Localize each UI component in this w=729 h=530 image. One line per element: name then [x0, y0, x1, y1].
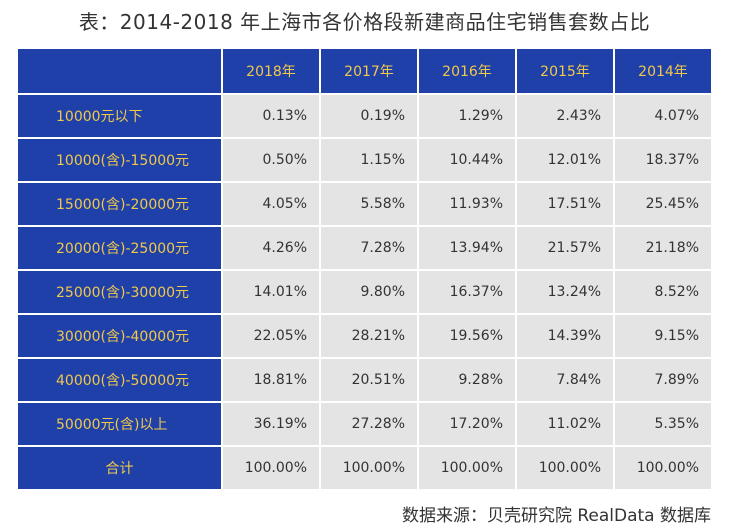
- row-label: 20000(含)-25000元: [16, 225, 223, 271]
- value-cell: 1.15%: [319, 137, 419, 183]
- table-row: 10000(含)-15000元 0.50% 1.15% 10.44% 12.01% 18.…: [16, 137, 713, 183]
- value-cell: 100.00%: [417, 445, 517, 491]
- value-cell: 17.51%: [515, 181, 615, 227]
- table-title: 表：2014-2018 年上海市各价格段新建商品住宅销售套数占比: [78, 10, 651, 34]
- value-cell: 9.15%: [613, 313, 713, 359]
- value-cell: 7.89%: [613, 357, 713, 403]
- column-header: 2015年: [515, 47, 615, 95]
- value-cell: 100.00%: [221, 445, 321, 491]
- value-cell: 4.26%: [221, 225, 321, 271]
- value-cell: 18.81%: [221, 357, 321, 403]
- value-cell: 13.94%: [417, 225, 517, 271]
- value-cell: 5.58%: [319, 181, 419, 227]
- row-label: 30000(含)-40000元: [16, 313, 223, 359]
- value-cell: 100.00%: [613, 445, 713, 491]
- value-cell: 22.05%: [221, 313, 321, 359]
- value-cell: 2.43%: [515, 93, 615, 139]
- value-cell: 100.00%: [515, 445, 615, 491]
- value-cell: 12.01%: [515, 137, 615, 183]
- corner-cell: [16, 47, 223, 95]
- row-label: 10000(含)-15000元: [16, 137, 223, 183]
- value-cell: 7.28%: [319, 225, 419, 271]
- table-row: 15000(含)-20000元 4.05% 5.58% 11.93% 17.51% 25.…: [16, 181, 713, 227]
- value-cell: 28.21%: [319, 313, 419, 359]
- value-cell: 21.18%: [613, 225, 713, 271]
- value-cell: 4.05%: [221, 181, 321, 227]
- column-header: 2018年: [221, 47, 321, 95]
- table-row: 合计 100.00% 100.00% 100.00% 100.00% 100.00%: [16, 445, 713, 491]
- value-cell: 25.45%: [613, 181, 713, 227]
- value-cell: 20.51%: [319, 357, 419, 403]
- value-cell: 5.35%: [613, 401, 713, 447]
- value-cell: 27.28%: [319, 401, 419, 447]
- value-cell: 4.07%: [613, 93, 713, 139]
- value-cell: 14.39%: [515, 313, 615, 359]
- value-cell: 10.44%: [417, 137, 517, 183]
- value-cell: 13.24%: [515, 269, 615, 315]
- value-cell: 9.28%: [417, 357, 517, 403]
- value-cell: 11.93%: [417, 181, 517, 227]
- value-cell: 21.57%: [515, 225, 615, 271]
- row-label: 25000(含)-30000元: [16, 269, 223, 315]
- value-cell: 8.52%: [613, 269, 713, 315]
- column-header: 2017年: [319, 47, 419, 95]
- header-row: 2018年 2017年 2016年 2015年 2014年: [16, 47, 713, 95]
- column-header: 2016年: [417, 47, 517, 95]
- row-label: 10000元以下: [16, 93, 223, 139]
- value-cell: 19.56%: [417, 313, 517, 359]
- value-cell: 14.01%: [221, 269, 321, 315]
- table-row: 40000(含)-50000元 18.81% 20.51% 9.28% 7.84% 7.8…: [16, 357, 713, 403]
- row-label: 50000元(含)以上: [16, 401, 223, 447]
- table-row: 30000(含)-40000元 22.05% 28.21% 19.56% 14.39% 9…: [16, 313, 713, 359]
- table-row: 20000(含)-25000元 4.26% 7.28% 13.94% 21.57% 21.…: [16, 225, 713, 271]
- table-body: 2018年 2017年 2016年 2015年 2014年 10000元以下 0.13% 0.…: [16, 47, 713, 491]
- data-source-note: 数据来源：贝壳研究院 RealData 数据库: [401, 506, 711, 526]
- value-cell: 0.50%: [221, 137, 321, 183]
- value-cell: 11.02%: [515, 401, 615, 447]
- value-cell: 1.29%: [417, 93, 517, 139]
- value-cell: 9.80%: [319, 269, 419, 315]
- price-segment-table: 2018年 2017年 2016年 2015年 2014年 10000元以下 0.13% 0.…: [16, 47, 713, 491]
- value-cell: 17.20%: [417, 401, 517, 447]
- value-cell: 0.13%: [221, 93, 321, 139]
- table-row: 50000元(含)以上 36.19% 27.28% 17.20% 11.02% 5.35%: [16, 401, 713, 447]
- value-cell: 0.19%: [319, 93, 419, 139]
- column-header: 2014年: [613, 47, 713, 95]
- value-cell: 7.84%: [515, 357, 615, 403]
- row-label: 合计: [16, 445, 223, 491]
- row-label: 15000(含)-20000元: [16, 181, 223, 227]
- value-cell: 36.19%: [221, 401, 321, 447]
- value-cell: 100.00%: [319, 445, 419, 491]
- table-row: 25000(含)-30000元 14.01% 9.80% 16.37% 13.24% 8.…: [16, 269, 713, 315]
- value-cell: 16.37%: [417, 269, 517, 315]
- row-label: 40000(含)-50000元: [16, 357, 223, 403]
- table-row: 10000元以下 0.13% 0.19% 1.29% 2.43% 4.07%: [16, 93, 713, 139]
- value-cell: 18.37%: [613, 137, 713, 183]
